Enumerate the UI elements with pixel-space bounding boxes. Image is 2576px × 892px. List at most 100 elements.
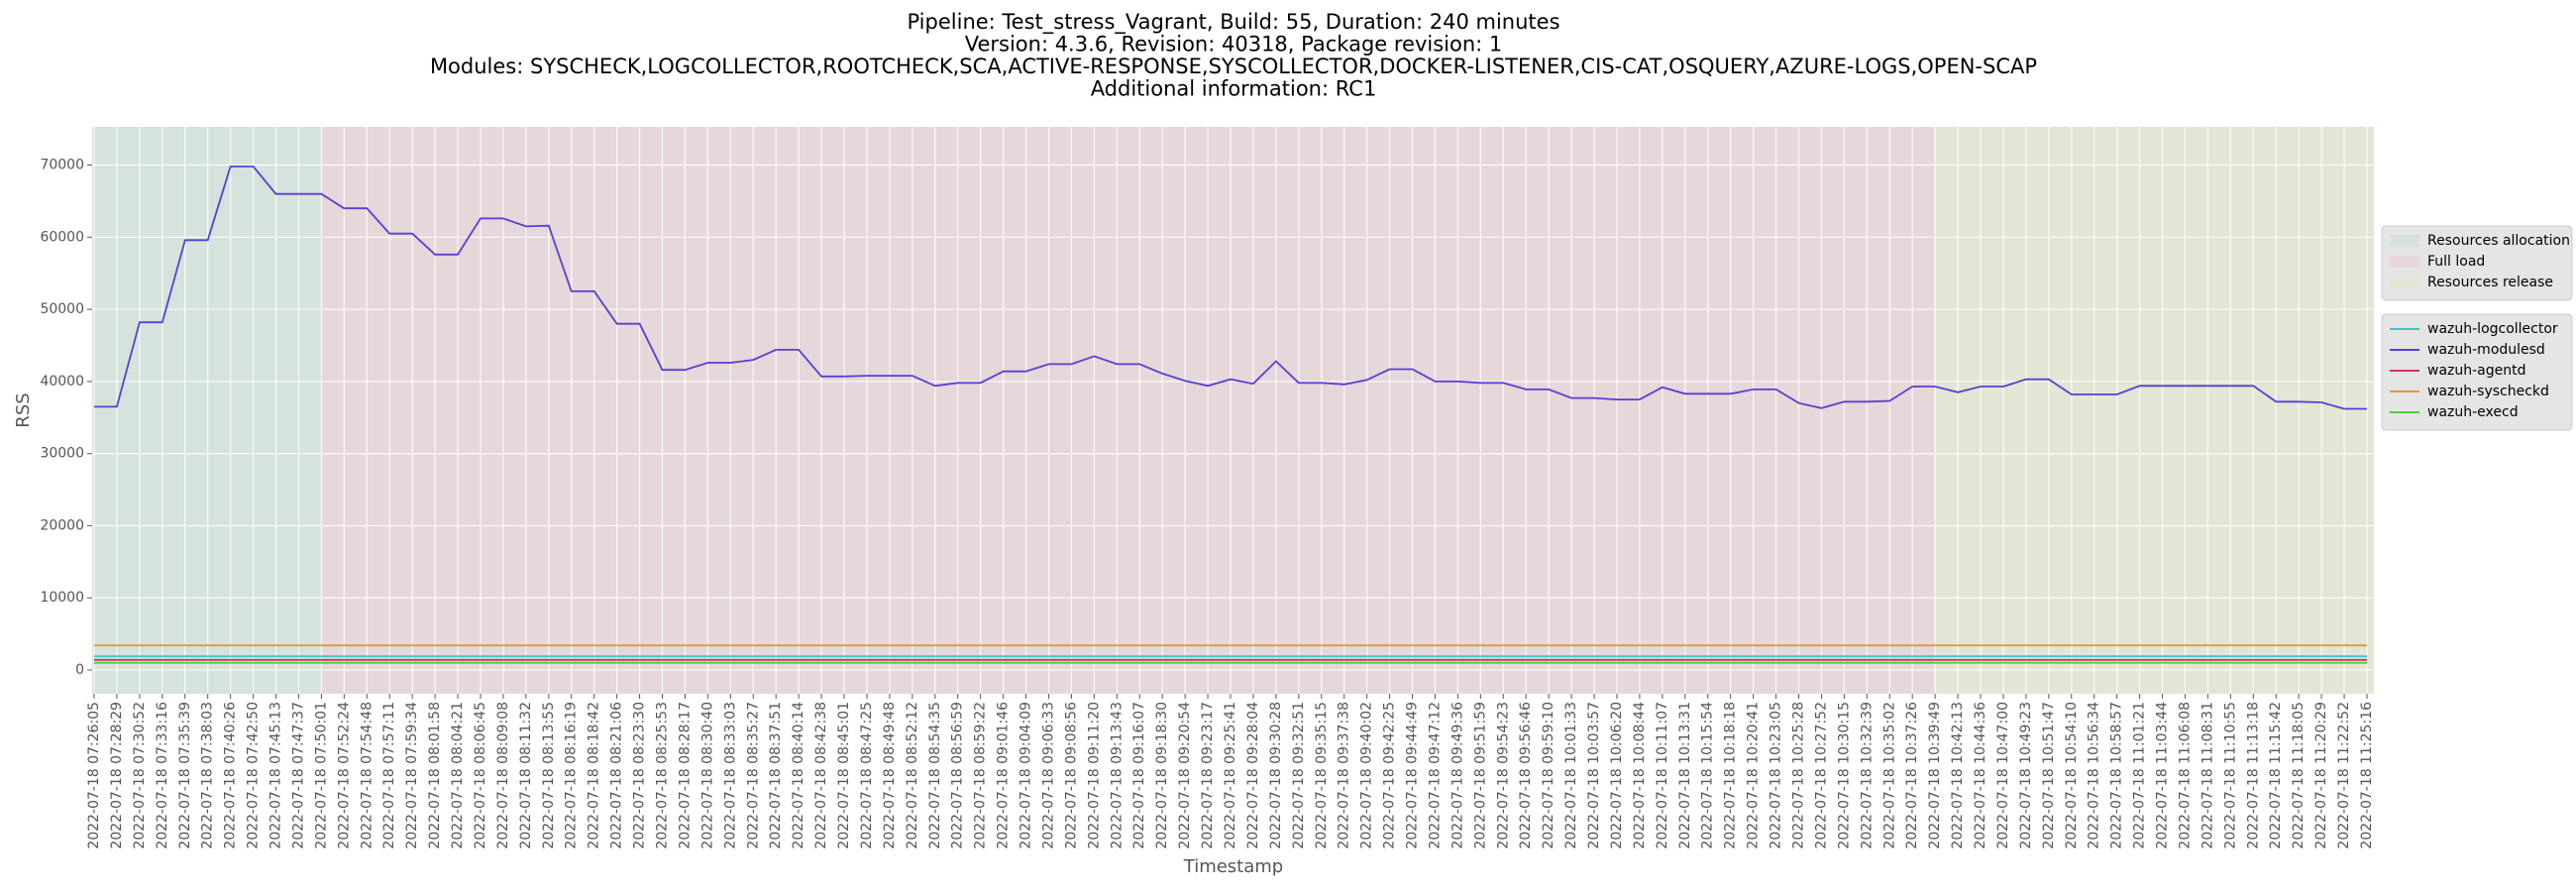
x-tick-label: 2022-07-18 07:50:01 (313, 702, 329, 849)
x-tick-label: 2022-07-18 08:16:19 (564, 702, 580, 849)
x-tick-label: 2022-07-18 10:32:39 (1859, 702, 1875, 849)
x-tick-label: 2022-07-18 07:35:39 (177, 702, 193, 849)
x-tick-label: 2022-07-18 07:52:24 (336, 702, 352, 849)
x-tick-label: 2022-07-18 11:06:08 (2177, 702, 2193, 849)
x-tick-label: 2022-07-18 09:11:20 (1086, 702, 1102, 849)
x-tick-label: 2022-07-18 11:22:52 (2336, 702, 2352, 849)
chart-title: Modules: SYSCHECK,LOGCOLLECTOR,ROOTCHECK… (430, 55, 2037, 78)
x-tick-label: 2022-07-18 08:49:48 (882, 702, 898, 849)
x-tick-label: 2022-07-18 08:47:25 (859, 702, 875, 849)
x-tick-label: 2022-07-18 10:06:20 (1609, 702, 1625, 849)
x-tick-label: 2022-07-18 08:01:58 (427, 702, 443, 849)
x-tick-label: 2022-07-18 11:20:29 (2313, 702, 2329, 849)
legend-swatch (2390, 235, 2419, 247)
x-tick-label: 2022-07-18 08:45:01 (836, 702, 852, 849)
x-tick-label: 2022-07-18 08:56:59 (950, 702, 966, 849)
y-axis-label: RSS (13, 392, 34, 427)
x-tick-label: 2022-07-18 10:25:28 (1791, 702, 1807, 849)
x-tick-label: 2022-07-18 07:47:37 (290, 702, 306, 849)
x-tick-label: 2022-07-18 07:38:03 (200, 702, 216, 849)
region (1935, 127, 2374, 694)
x-tick-label: 2022-07-18 10:37:26 (1904, 702, 1920, 849)
x-tick-label: 2022-07-18 11:13:18 (2245, 702, 2261, 849)
legend-label: Resources allocation (2427, 233, 2570, 249)
legend-label: wazuh-execd (2427, 404, 2519, 420)
x-tick-label: 2022-07-18 10:42:13 (1950, 702, 1966, 849)
y-tick-label: 40000 (40, 374, 84, 390)
x-tick-label: 2022-07-18 10:30:15 (1836, 702, 1852, 849)
legend-label: wazuh-modulesd (2427, 342, 2545, 358)
x-tick-label: 2022-07-18 10:13:31 (1677, 702, 1693, 849)
x-tick-label: 2022-07-18 07:45:13 (268, 702, 284, 849)
x-tick-label: 2022-07-18 09:56:46 (1518, 702, 1534, 849)
x-tick-label: 2022-07-18 09:35:15 (1314, 702, 1330, 849)
x-tick-label: 2022-07-18 08:04:21 (450, 702, 466, 849)
x-tick-label: 2022-07-18 10:03:57 (1586, 702, 1602, 849)
x-tick-label: 2022-07-18 10:47:00 (1995, 702, 2011, 849)
x-tick-label: 2022-07-18 11:25:16 (2359, 702, 2375, 849)
series-line (94, 166, 2367, 410)
x-tick-label: 2022-07-18 09:18:30 (1154, 702, 1170, 849)
region (321, 127, 1936, 694)
legend-label: Resources release (2427, 275, 2553, 290)
x-tick-label: 2022-07-18 08:21:06 (609, 702, 625, 849)
x-tick-label: 2022-07-18 08:35:27 (745, 702, 761, 849)
x-tick-label: 2022-07-18 07:33:16 (155, 702, 170, 849)
x-tick-label: 2022-07-18 07:26:05 (86, 702, 102, 849)
x-tick-label: 2022-07-18 09:20:54 (1177, 702, 1193, 849)
x-tick-label: 2022-07-18 07:42:50 (246, 702, 262, 849)
x-tick-label: 2022-07-18 10:49:23 (2018, 702, 2034, 849)
x-axis-label: Timestamp (1183, 856, 1283, 877)
legend-label: wazuh-agentd (2427, 363, 2526, 379)
y-tick-label: 30000 (40, 446, 84, 462)
x-tick-label: 2022-07-18 08:06:45 (473, 702, 488, 849)
x-tick-label: 2022-07-18 08:11:32 (518, 702, 534, 849)
x-tick-label: 2022-07-18 09:37:38 (1337, 702, 1352, 849)
x-tick-label: 2022-07-18 09:59:10 (1541, 702, 1556, 849)
x-tick-label: 2022-07-18 07:30:52 (132, 702, 148, 849)
legend-box (2381, 313, 2573, 431)
x-tick-label: 2022-07-18 10:18:18 (1723, 702, 1739, 849)
y-tick-label: 10000 (40, 590, 84, 606)
x-tick-label: 2022-07-18 07:57:11 (381, 702, 397, 849)
chart-title: Version: 4.3.6, Revision: 40318, Package… (965, 33, 1503, 56)
x-tick-label: 2022-07-18 11:01:21 (2132, 702, 2148, 849)
chart-title: Pipeline: Test_stress_Vagrant, Build: 55… (907, 10, 1559, 35)
x-tick-label: 2022-07-18 10:15:54 (1700, 702, 1716, 849)
x-tick-label: 2022-07-18 09:44:49 (1405, 702, 1421, 849)
y-tick-label: 60000 (40, 229, 84, 245)
x-tick-label: 2022-07-18 09:16:07 (1131, 702, 1147, 849)
x-tick-label: 2022-07-18 09:47:12 (1427, 702, 1443, 849)
x-tick-label: 2022-07-18 10:56:34 (2087, 702, 2102, 849)
y-tick-label: 70000 (40, 158, 84, 173)
region (92, 127, 322, 694)
x-tick-label: 2022-07-18 09:25:41 (1223, 702, 1238, 849)
x-tick-label: 2022-07-18 09:28:04 (1245, 702, 1261, 849)
x-tick-label: 2022-07-18 07:28:29 (109, 702, 125, 849)
x-tick-label: 2022-07-18 08:09:08 (495, 702, 511, 849)
x-tick-label: 2022-07-18 09:08:56 (1063, 702, 1079, 849)
y-tick-label: 20000 (40, 517, 84, 533)
x-tick-label: 2022-07-18 09:40:02 (1359, 702, 1375, 849)
x-tick-label: 2022-07-18 08:42:38 (813, 702, 829, 849)
chart-title: Additional information: RC1 (1091, 77, 1377, 101)
x-tick-label: 2022-07-18 11:08:31 (2200, 702, 2215, 849)
x-tick-label: 2022-07-18 07:40:26 (223, 702, 239, 849)
legend-label: Full load (2427, 254, 2485, 270)
x-tick-label: 2022-07-18 09:54:23 (1495, 702, 1511, 849)
x-tick-label: 2022-07-18 11:18:05 (2291, 702, 2307, 849)
x-tick-label: 2022-07-18 10:20:41 (1746, 702, 1762, 849)
x-tick-label: 2022-07-18 09:04:09 (1019, 702, 1034, 849)
x-tick-label: 2022-07-18 11:10:55 (2222, 702, 2238, 849)
x-tick-label: 2022-07-18 08:30:40 (699, 702, 715, 849)
y-tick-label: 50000 (40, 301, 84, 317)
x-tick-label: 2022-07-18 08:40:14 (791, 702, 806, 849)
x-tick-label: 2022-07-18 08:54:35 (927, 702, 943, 849)
x-tick-label: 2022-07-18 10:58:57 (2109, 702, 2125, 849)
legend-box (2381, 225, 2573, 301)
x-tick-label: 2022-07-18 11:15:42 (2268, 702, 2284, 849)
x-tick-label: 2022-07-18 09:23:17 (1200, 702, 1216, 849)
x-tick-label: 2022-07-18 10:44:36 (1973, 702, 1988, 849)
x-tick-label: 2022-07-18 09:51:59 (1472, 702, 1488, 849)
